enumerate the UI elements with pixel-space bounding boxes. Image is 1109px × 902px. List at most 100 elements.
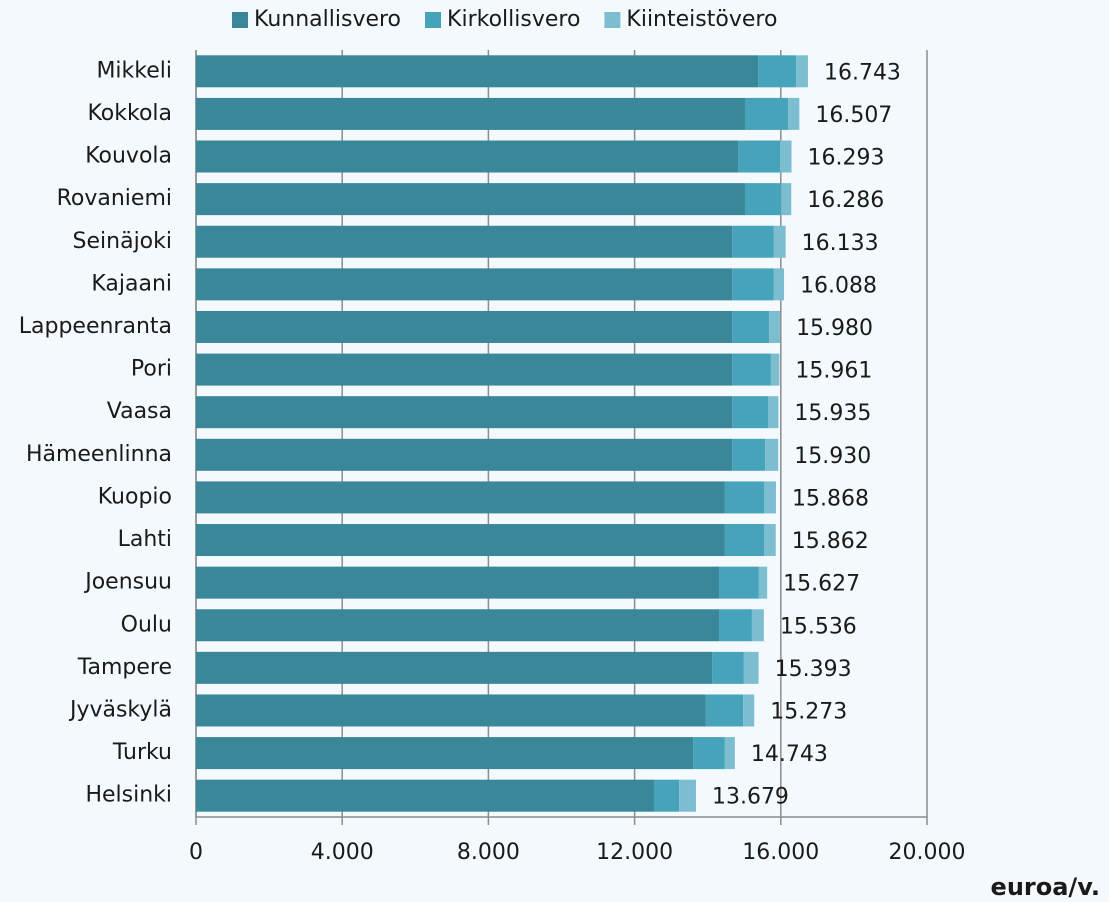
y-tick-label: Kokkola xyxy=(87,101,172,126)
bar-segment xyxy=(732,396,769,429)
y-tick-label: Kouvola xyxy=(85,144,172,169)
x-tick-label: 16.000 xyxy=(742,840,819,865)
y-tick-label: Kuopio xyxy=(98,484,172,509)
bar-segment xyxy=(196,353,733,386)
bar-segment xyxy=(196,737,694,770)
total-label: 15.868 xyxy=(792,486,869,511)
bar-segment xyxy=(196,97,745,130)
total-label: 16.743 xyxy=(824,60,901,85)
total-label: 16.133 xyxy=(802,231,879,256)
bar-segment xyxy=(773,225,786,258)
bar-segment xyxy=(763,481,776,514)
y-tick-label: Oulu xyxy=(121,612,172,637)
legend-label: Kunnallisvero xyxy=(254,7,401,32)
bar-segment xyxy=(196,524,725,557)
y-tick-label: Kajaani xyxy=(91,271,172,296)
bar-segment xyxy=(732,438,766,471)
bar-segment xyxy=(769,310,781,343)
bar-segment xyxy=(719,609,752,642)
bar-segment xyxy=(758,566,768,599)
bar-segment xyxy=(653,779,680,812)
total-label: 15.930 xyxy=(794,444,871,469)
legend-swatch xyxy=(604,12,621,28)
y-tick-label: Lappeenranta xyxy=(19,314,172,339)
bar-segment xyxy=(196,438,733,471)
bar-segment xyxy=(196,268,733,301)
total-label: 15.961 xyxy=(795,359,872,384)
total-label: 16.293 xyxy=(808,146,885,171)
x-tick-label: 12.000 xyxy=(596,840,673,865)
bar-segment xyxy=(196,396,733,429)
total-label: 15.980 xyxy=(796,316,873,341)
legend-label: Kirkollisvero xyxy=(447,7,580,32)
bar-segment xyxy=(758,55,797,88)
y-tick-label: Helsinki xyxy=(85,783,172,808)
bar-segment xyxy=(724,524,764,557)
y-tick-label: Mikkeli xyxy=(96,58,172,83)
legend-label: Kiinteistövero xyxy=(626,7,777,32)
total-label: 15.862 xyxy=(792,529,869,554)
x-tick-label: 20.000 xyxy=(889,840,966,865)
bar-segment xyxy=(738,140,781,173)
bar-segment xyxy=(732,353,771,386)
total-label: 15.627 xyxy=(783,572,860,597)
bar-segment xyxy=(744,97,789,130)
bar-segment xyxy=(743,651,759,684)
bar-segment xyxy=(770,353,780,386)
x-tick-label: 8.000 xyxy=(457,840,520,865)
bar-segment xyxy=(196,55,759,88)
unit-label: euroa/v. xyxy=(991,873,1100,901)
bar-segment xyxy=(744,183,782,216)
y-tick-label: Lahti xyxy=(118,527,172,552)
bar-segment xyxy=(196,651,713,684)
total-label: 15.536 xyxy=(780,614,857,639)
bar-segment xyxy=(781,183,792,216)
y-tick-label: Tampere xyxy=(77,655,172,680)
y-tick-label: Rovaniemi xyxy=(57,186,172,211)
bar-segment xyxy=(765,438,779,471)
legend-swatch xyxy=(425,12,442,28)
bar-segment xyxy=(773,268,785,301)
bar-segment xyxy=(763,524,776,557)
bar-segment xyxy=(743,694,755,727)
bar-segment xyxy=(751,609,764,642)
bar-segment xyxy=(679,779,696,812)
y-tick-label: Joensuu xyxy=(83,570,172,595)
y-tick-label: Seinäjoki xyxy=(73,229,172,254)
y-tick-label: Turku xyxy=(112,740,172,765)
y-tick-label: Vaasa xyxy=(107,399,172,424)
bar-segment xyxy=(196,183,745,216)
bar-segment xyxy=(705,694,744,727)
x-tick-label: 4.000 xyxy=(311,840,374,865)
y-tick-label: Pori xyxy=(131,357,172,382)
bar-segment xyxy=(196,566,720,599)
bar-segment xyxy=(196,694,706,727)
bar-segment xyxy=(196,310,733,343)
total-label: 13.679 xyxy=(712,785,789,810)
total-label: 15.935 xyxy=(794,401,871,426)
bar-segment xyxy=(732,225,774,258)
bar-segment xyxy=(768,396,779,429)
y-tick-label: Jyväskylä xyxy=(68,697,172,722)
total-label: 16.286 xyxy=(807,188,884,213)
bar-segment xyxy=(732,268,774,301)
bar-segment xyxy=(196,225,733,258)
bar-segment xyxy=(196,609,720,642)
legend-swatch xyxy=(232,12,248,28)
bar-segment xyxy=(196,481,725,514)
bar-segment xyxy=(788,97,800,130)
x-tick-label: 0 xyxy=(189,840,203,865)
total-label: 15.273 xyxy=(770,699,847,724)
total-label: 14.743 xyxy=(751,742,828,767)
bar-segment xyxy=(724,737,735,770)
bar-segment xyxy=(796,55,808,88)
total-label: 16.507 xyxy=(815,103,892,128)
total-label: 15.393 xyxy=(775,657,852,682)
bar-segment xyxy=(196,140,739,173)
y-tick-label: Hämeenlinna xyxy=(26,442,172,467)
bar-segment xyxy=(693,737,725,770)
bar-segment xyxy=(724,481,764,514)
bar-segment xyxy=(719,566,759,599)
bar-segment xyxy=(712,651,744,684)
